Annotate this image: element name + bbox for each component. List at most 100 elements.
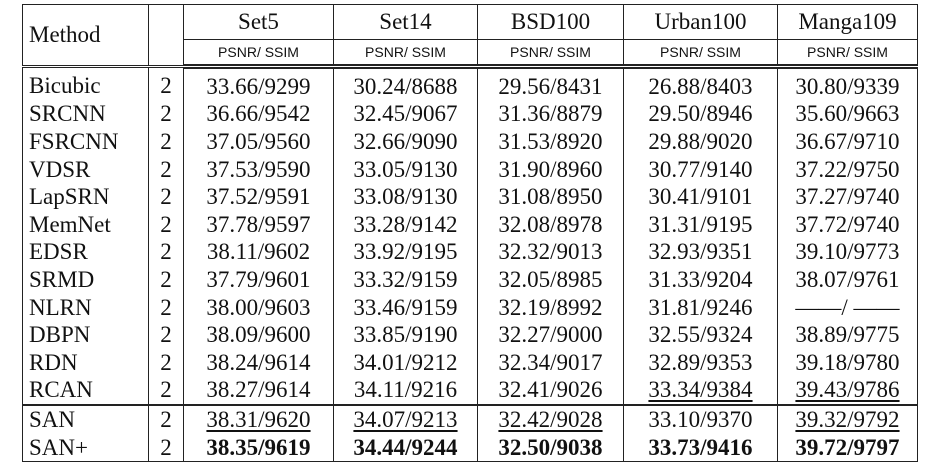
dataset-header: BSD100 (477, 4, 624, 40)
score: 32.55/9324 (623, 321, 778, 349)
cell-text: 33.73/9416 (648, 434, 753, 460)
method-name: VDSR (22, 155, 149, 184)
score: 32.42/9028 (477, 404, 624, 434)
cell-text: 32.66/9090 (353, 128, 458, 154)
score: 32.41/9026 (477, 376, 624, 406)
cell-text: 39.43/9786 (795, 377, 900, 403)
cell-text: 35.60/9663 (795, 101, 900, 127)
score: 32.93/9351 (623, 238, 778, 267)
cell-text: 29.56/8431 (498, 73, 603, 99)
score: 37.27/9740 (777, 183, 918, 211)
score: 37.52/9591 (183, 183, 334, 211)
cell-text: 38.11/9602 (206, 239, 311, 265)
cell-text: 34.44/9244 (353, 434, 458, 460)
scale: 2 (148, 210, 184, 239)
score: 39.10/9773 (777, 238, 918, 267)
score: 34.44/9244 (333, 433, 478, 462)
score: 37.72/9740 (777, 210, 918, 239)
dataset-header: Urban100 (623, 4, 778, 40)
cell-text: 38.07/9761 (795, 266, 900, 292)
cell-text: 39.10/9773 (795, 239, 900, 265)
score: 31.33/9204 (623, 266, 778, 294)
score: 34.11/9216 (333, 376, 478, 406)
cell-text: Bicubic (29, 73, 101, 99)
table-row: SRCNN 2 36.66/9542 32.45/9067 31.36/8879 29.5… (22, 100, 918, 129)
cell-text: 36.67/9710 (795, 128, 900, 154)
method-name: MemNet (22, 210, 149, 239)
cell-text: EDSR (29, 239, 88, 265)
cell-text: 33.46/9159 (353, 294, 458, 320)
cell-text: 39.18/9780 (795, 349, 900, 375)
cell-text: LapSRN (29, 184, 110, 210)
score: 30.41/9101 (623, 183, 778, 211)
score: 37.05/9560 (183, 128, 334, 156)
score: 30.80/9339 (777, 66, 918, 101)
method-name: RCAN (22, 376, 149, 406)
cell-text: 38.27/9614 (206, 377, 311, 403)
score: 37.78/9597 (183, 210, 334, 239)
cell-text: 37.22/9750 (795, 156, 900, 182)
cell-text: 37.79/9601 (206, 266, 311, 292)
score: 29.50/8946 (623, 100, 778, 129)
metric-header: PSNR/ SSIM (477, 39, 624, 69)
cell-text: 33.92/9195 (353, 239, 458, 265)
cell-text: 2 (160, 211, 172, 237)
cell-text: DBPN (29, 322, 91, 348)
cell-text: 31.36/8879 (498, 101, 603, 127)
cell-text: 29.50/8946 (648, 101, 753, 127)
method-name: SAN+ (22, 433, 149, 462)
score: 39.32/9792 (777, 404, 918, 434)
table-row: NLRN 2 38.00/9603 33.46/9159 32.19/8992 31.81… (22, 293, 918, 322)
cell-text: 32.27/9000 (498, 322, 603, 348)
cell-text: 2 (160, 128, 172, 154)
score: 35.60/9663 (777, 100, 918, 129)
scale: 2 (148, 321, 184, 349)
score: ——/ —— (777, 293, 918, 322)
scale: 2 (148, 348, 184, 377)
cell-text: 38.89/9775 (795, 322, 900, 348)
score: 39.43/9786 (777, 376, 918, 406)
cell-text: 37.05/9560 (206, 128, 311, 154)
cell-text: 32.05/8985 (498, 266, 603, 292)
score: 32.50/9038 (477, 433, 624, 462)
cell-text: 2 (160, 322, 172, 348)
table-row: SAN+ 2 38.35/9619 34.44/9244 32.50/9038 33.73… (22, 433, 918, 462)
cell-text: 33.85/9190 (353, 322, 458, 348)
cell-text: SRMD (29, 266, 95, 292)
scale: 2 (148, 433, 184, 462)
cell-text: 38.09/9600 (206, 322, 311, 348)
cell-text: 2 (160, 377, 172, 403)
scale: 2 (148, 376, 184, 406)
scale: 2 (148, 183, 184, 211)
method-name: EDSR (22, 238, 149, 267)
score: 38.89/9775 (777, 321, 918, 349)
score: 38.07/9761 (777, 266, 918, 294)
score: 32.66/9090 (333, 128, 478, 156)
table-row: DBPN 2 38.09/9600 33.85/9190 32.27/9000 32.55… (22, 321, 918, 349)
score: 29.56/8431 (477, 66, 624, 101)
score: 34.01/9212 (333, 348, 478, 377)
method-name: DBPN (22, 321, 149, 349)
cell-text: 2 (160, 266, 172, 292)
score: 32.89/9353 (623, 348, 778, 377)
cell-text: 37.27/9740 (795, 184, 900, 210)
scale: 2 (148, 238, 184, 267)
cell-text: 32.50/9038 (498, 434, 603, 460)
cell-text: 31.33/9204 (648, 266, 753, 292)
cell-text: 38.35/9619 (206, 434, 311, 460)
cell-text: 32.89/9353 (648, 349, 753, 375)
cell-text: 2 (160, 184, 172, 210)
score: 36.67/9710 (777, 128, 918, 156)
cell-text: 36.66/9542 (206, 101, 311, 127)
metric-header: PSNR/ SSIM (777, 39, 918, 69)
table-row: EDSR 2 38.11/9602 33.92/9195 32.32/9013 32.93… (22, 238, 918, 267)
cell-text: 37.78/9597 (206, 211, 311, 237)
dataset-header: Set14 (333, 4, 478, 40)
cell-text: RCAN (29, 377, 93, 403)
scale: 2 (148, 66, 184, 101)
score: 39.72/9797 (777, 433, 918, 462)
cell-text: 37.72/9740 (795, 211, 900, 237)
cell-text: 34.07/9213 (353, 406, 458, 432)
cell-text: SAN (29, 406, 76, 432)
